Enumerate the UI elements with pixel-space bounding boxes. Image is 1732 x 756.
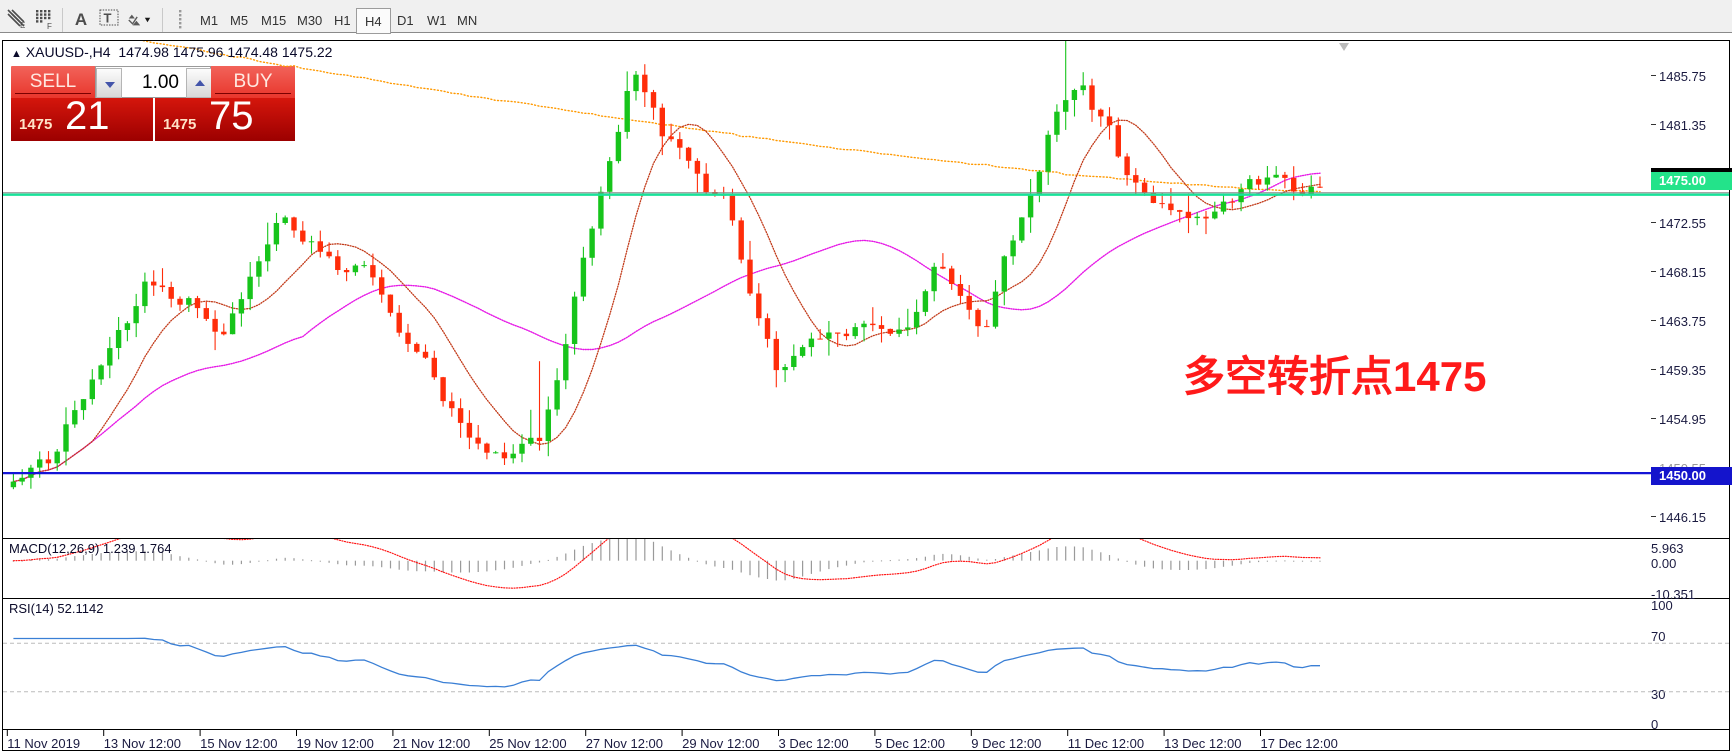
svg-text:19 Nov 12:00: 19 Nov 12:00 <box>297 736 374 751</box>
svg-text:13 Nov 12:00: 13 Nov 12:00 <box>104 736 181 751</box>
svg-text:27 Nov 12:00: 27 Nov 12:00 <box>586 736 663 751</box>
svg-text:T: T <box>104 11 112 26</box>
svg-text:17 Dec 12:00: 17 Dec 12:00 <box>1261 736 1338 751</box>
svg-text:F: F <box>47 22 52 31</box>
svg-text:21 Nov 12:00: 21 Nov 12:00 <box>393 736 470 751</box>
svg-text:11 Dec 12:00: 11 Dec 12:00 <box>1068 736 1144 751</box>
svg-text:3 Dec 12:00: 3 Dec 12:00 <box>779 736 849 751</box>
svg-text:5 Dec 12:00: 5 Dec 12:00 <box>875 736 945 751</box>
svg-text:13 Dec 12:00: 13 Dec 12:00 <box>1164 736 1241 751</box>
svg-text:多空转折点1475: 多空转折点1475 <box>1183 353 1486 400</box>
svg-text:15 Nov 12:00: 15 Nov 12:00 <box>200 736 277 751</box>
svg-text:11 Nov 2019: 11 Nov 2019 <box>7 736 80 751</box>
svg-text:25 Nov 12:00: 25 Nov 12:00 <box>489 736 566 751</box>
svg-text:9 Dec 12:00: 9 Dec 12:00 <box>971 736 1041 751</box>
svg-text:29 Nov 12:00: 29 Nov 12:00 <box>682 736 759 751</box>
svg-text:E: E <box>20 21 25 30</box>
